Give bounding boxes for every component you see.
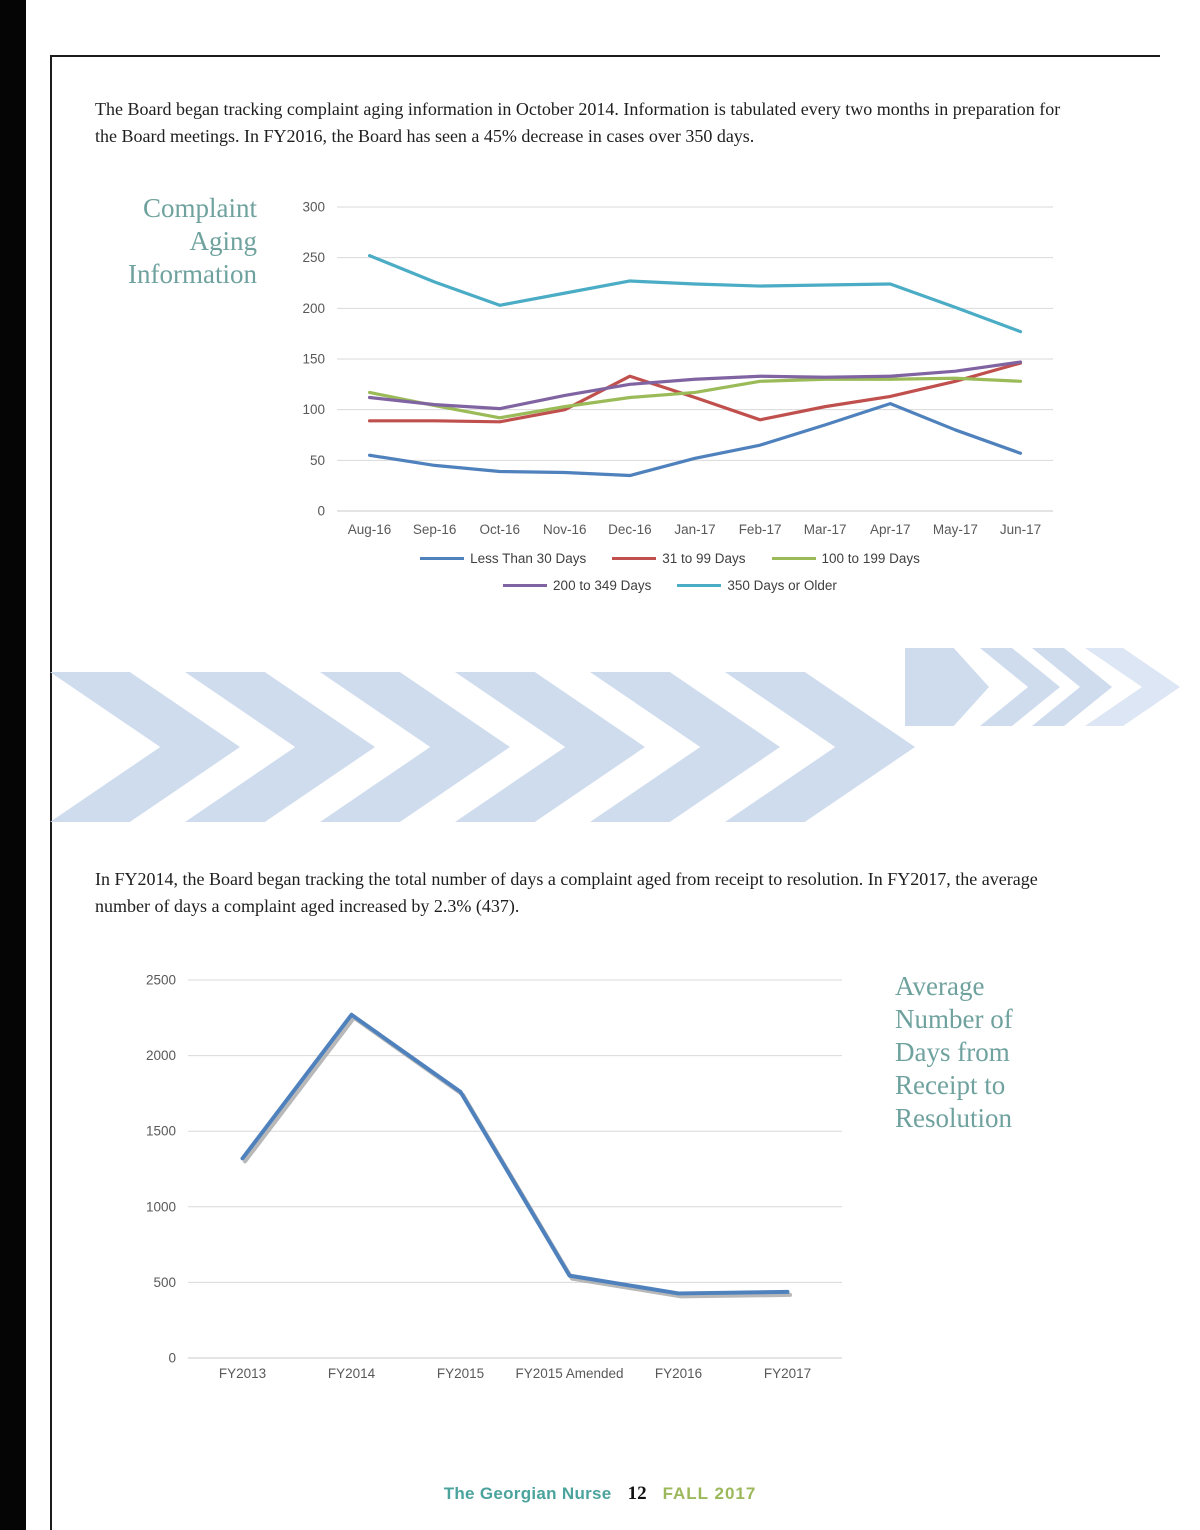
page-border-left — [50, 55, 52, 1530]
x-tick-label: FY2015 Amended — [515, 1366, 623, 1381]
legend-row: Less Than 30 Days 31 to 99 Days 100 to 199… — [300, 551, 1040, 566]
chart2-title-line: Number of — [895, 1004, 1013, 1034]
page-border-top — [50, 55, 1160, 57]
chart1-title: Complaint Aging Information — [75, 192, 257, 291]
y-tick-label: 150 — [302, 352, 325, 367]
y-tick-label: 1500 — [146, 1124, 176, 1139]
legend-swatch — [771, 557, 816, 560]
x-tick-label: FY2016 — [655, 1366, 702, 1381]
average-days-line-chart: 0 500 1000 1500 2000 2500 FY2013 FY2014 FY2015 FY… — [146, 973, 842, 1381]
series-line — [367, 376, 1023, 420]
footer-page-number: 12 — [627, 1483, 647, 1504]
legend-item: 350 Days or Older — [677, 578, 837, 593]
chevron-icon — [50, 672, 240, 822]
chart2-title-line: Resolution — [895, 1103, 1013, 1133]
x-tick-label: FY2013 — [219, 1366, 266, 1381]
page-footer: The Georgian Nurse 12 FALL 2017 — [0, 1483, 1200, 1505]
x-tick-label: Oct-16 — [479, 522, 520, 537]
y-tick-label: 0 — [168, 1351, 176, 1366]
chart2-title-line: Days from — [895, 1037, 1010, 1067]
series-line — [367, 361, 1023, 424]
chart1-title-line: Complaint — [143, 193, 257, 223]
chart2-title-line: Receipt to — [895, 1070, 1006, 1100]
chevron-icon — [905, 648, 989, 726]
x-tick-label: Sep-16 — [413, 522, 457, 537]
series-line — [367, 360, 1023, 411]
y-tick-label: 1000 — [146, 1199, 176, 1214]
y-tick-label: 0 — [317, 504, 325, 519]
legend-item: 100 to 199 Days — [771, 551, 920, 566]
legend-swatch — [420, 557, 465, 560]
x-tick-label: Apr-17 — [870, 522, 911, 537]
y-tick-label: 100 — [302, 402, 325, 417]
chart2-title: Average Number of Days from Receipt to R… — [895, 970, 1115, 1135]
legend-label: 100 to 199 Days — [821, 551, 920, 566]
footer-issue: FALL 2017 — [662, 1484, 757, 1503]
legend-label: 200 to 349 Days — [553, 578, 652, 593]
complaint-aging-line-chart: 0 50 100 150 200 250 300 Aug-16 Sep-16 Oct-16 Nov-… — [302, 200, 1053, 537]
legend-swatch — [503, 584, 548, 587]
chart2-title-line: Average — [895, 971, 985, 1001]
x-tick-label: Jan-17 — [674, 522, 715, 537]
intro-paragraph: The Board began tracking complaint aging… — [95, 99, 1061, 146]
page-edge-strip — [0, 0, 26, 1530]
chart1-title-line: Information — [128, 259, 257, 289]
x-tick-label: FY2017 — [764, 1366, 811, 1381]
chart1-legend: Less Than 30 Days 31 to 99 Days 100 to 199… — [300, 551, 1040, 605]
chart1-title-line: Aging — [189, 226, 258, 256]
y-tick-label: 500 — [153, 1275, 176, 1290]
series-line — [367, 254, 1023, 334]
y-tick-label: 300 — [302, 200, 325, 215]
legend-swatch — [612, 557, 657, 560]
x-tick-label: Dec-16 — [608, 522, 652, 537]
legend-item: 200 to 349 Days — [503, 578, 651, 593]
x-tick-label: Feb-17 — [739, 522, 782, 537]
y-tick-label: 2500 — [146, 973, 176, 988]
series-line — [240, 1012, 790, 1296]
legend-item: Less Than 30 Days — [420, 551, 586, 566]
legend-swatch — [677, 584, 722, 587]
y-tick-label: 50 — [310, 453, 325, 468]
x-tick-label: Mar-17 — [804, 522, 847, 537]
y-tick-label: 200 — [302, 301, 325, 316]
second-paragraph: In FY2014, the Board began tracking the … — [95, 869, 1038, 916]
y-tick-label: 2000 — [146, 1048, 176, 1063]
legend-label: Less Than 30 Days — [470, 551, 587, 566]
legend-label: 350 Days or Older — [727, 578, 837, 593]
series-line-shadow — [243, 1015, 792, 1299]
footer-brand: The Georgian Nurse — [443, 1484, 612, 1503]
x-tick-label: Aug-16 — [348, 522, 392, 537]
series-line — [367, 401, 1023, 478]
y-tick-label: 250 — [302, 250, 325, 265]
x-tick-label: FY2015 — [437, 1366, 484, 1381]
chevron-decoration — [50, 645, 1200, 835]
x-tick-label: Nov-16 — [543, 522, 587, 537]
legend-row: 200 to 349 Days 350 Days or Older — [300, 578, 1040, 593]
legend-label: 31 to 99 Days — [662, 551, 746, 566]
x-tick-label: May-17 — [933, 522, 978, 537]
x-tick-label: Jun-17 — [1000, 522, 1041, 537]
legend-item: 31 to 99 Days — [612, 551, 746, 566]
x-tick-label: FY2014 — [328, 1366, 376, 1381]
